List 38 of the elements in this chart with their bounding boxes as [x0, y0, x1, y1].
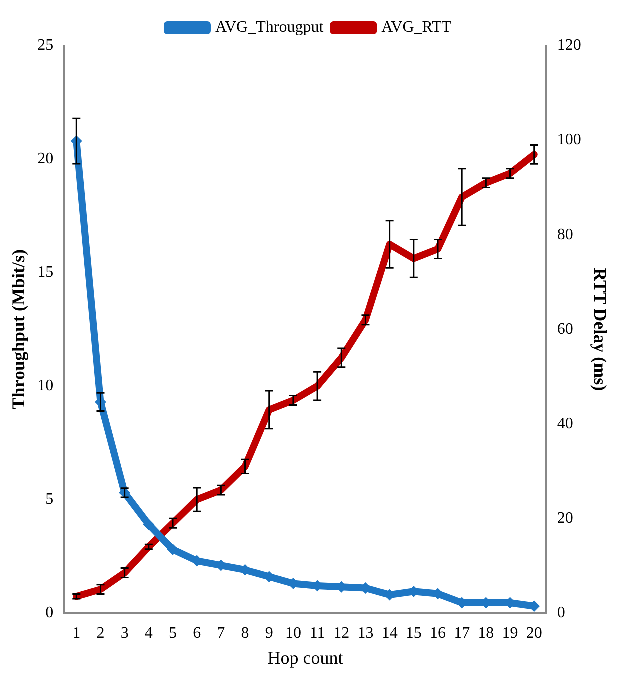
x-tick-label: 14	[382, 625, 398, 642]
x-tick-label: 6	[193, 625, 202, 642]
y-tick-label: 10	[38, 378, 54, 395]
x-tick-label: 1	[72, 625, 81, 642]
x-tick-label: 8	[241, 625, 250, 642]
y2-tick-label: 60	[557, 320, 574, 338]
y2-tick-label: 80	[557, 226, 574, 244]
y2-tick-label: 120	[557, 37, 582, 54]
x-tick-label: 7	[217, 625, 226, 642]
y-axis-title: Throughput (Mbit/s)	[8, 249, 28, 410]
y2-tick-label: 40	[557, 415, 574, 432]
x-tick-label: 4	[144, 625, 153, 642]
x-tick-label: 5	[169, 625, 178, 642]
y-tick-label: 5	[46, 490, 54, 508]
legend-label: AVG_RTT	[382, 19, 452, 36]
y2-axis-title: RTT Delay (ms)	[590, 268, 611, 392]
y2-tick-label: 0	[557, 604, 566, 622]
y2-tick-label: 20	[557, 510, 574, 527]
x-tick-label: 3	[120, 625, 129, 642]
legend-label: AVG_Througput	[215, 19, 324, 36]
x-tick-label: 2	[96, 625, 105, 642]
x-tick-label: 17	[454, 625, 470, 642]
y-tick-label: 0	[46, 604, 54, 622]
y2-tick-label: 100	[557, 132, 582, 149]
x-tick-label: 19	[502, 625, 518, 642]
x-tick-label: 9	[265, 625, 274, 642]
x-tick-label: 13	[358, 625, 374, 642]
x-tick-label: 15	[406, 625, 422, 642]
x-tick-label: 12	[334, 625, 350, 642]
x-tick-label: 20	[526, 625, 542, 642]
y-tick-label: 25	[38, 37, 54, 54]
y-tick-label: 20	[38, 150, 54, 168]
x-tick-label: 10	[285, 625, 302, 642]
x-axis-title: Hop count	[268, 648, 344, 668]
x-tick-label: 11	[310, 625, 326, 642]
x-tick-label: 16	[430, 625, 446, 642]
y-tick-label: 15	[38, 264, 54, 282]
x-tick-label: 18	[478, 625, 494, 642]
